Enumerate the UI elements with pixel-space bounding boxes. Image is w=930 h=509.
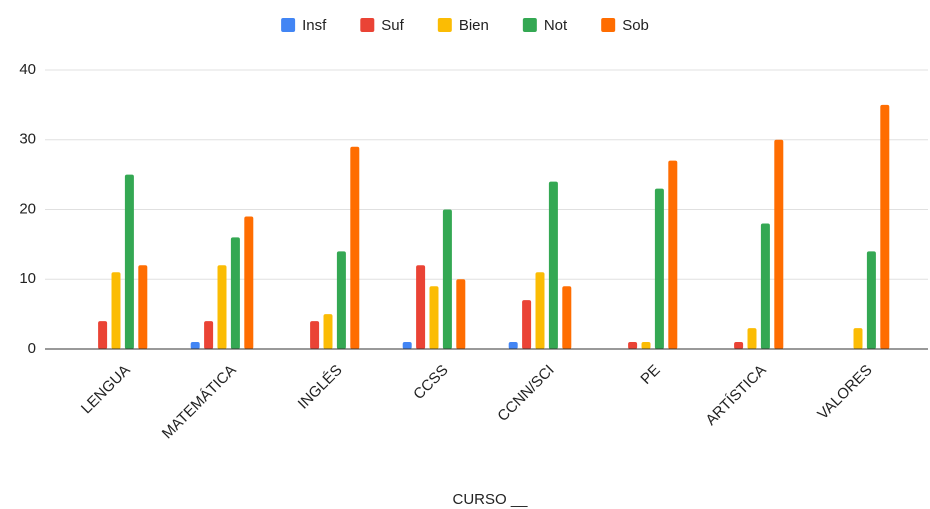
bar bbox=[98, 321, 108, 349]
x-tick-label: VALORES bbox=[814, 362, 875, 423]
bar bbox=[230, 237, 240, 349]
bar bbox=[866, 251, 876, 349]
bar bbox=[562, 286, 572, 349]
bar bbox=[760, 223, 770, 349]
bar bbox=[336, 251, 346, 349]
bar bbox=[548, 181, 558, 349]
legend-swatch bbox=[360, 18, 375, 32]
bar bbox=[456, 279, 466, 349]
bar bbox=[442, 209, 452, 349]
bar bbox=[323, 314, 333, 349]
bar bbox=[350, 146, 360, 349]
legend: Insf Suf Bien Not Sob bbox=[281, 17, 649, 34]
legend-label: Bien bbox=[459, 17, 489, 34]
x-tick-label: INGLÉS bbox=[295, 362, 346, 413]
bar bbox=[111, 272, 121, 349]
y-tick-label: 0 bbox=[28, 340, 36, 357]
x-tick-label: MATEMÁTICA bbox=[159, 362, 240, 443]
bar bbox=[668, 160, 678, 349]
legend-swatch bbox=[601, 18, 616, 32]
bar bbox=[628, 342, 638, 349]
bar bbox=[774, 139, 784, 349]
x-tick-label: ARTÍSTICA bbox=[702, 362, 769, 429]
y-tick-label: 40 bbox=[19, 61, 36, 78]
bar bbox=[244, 216, 254, 349]
y-tick-label: 30 bbox=[19, 131, 36, 148]
bar bbox=[416, 265, 426, 349]
bar bbox=[508, 342, 518, 349]
bar bbox=[641, 342, 651, 349]
bar bbox=[747, 328, 757, 349]
bar bbox=[522, 300, 532, 349]
legend-label: Suf bbox=[381, 17, 404, 34]
y-tick-label: 10 bbox=[19, 270, 36, 287]
bar bbox=[734, 342, 744, 349]
x-axis-title: CURSO __ bbox=[452, 491, 528, 508]
legend-label: Not bbox=[544, 17, 568, 34]
legend-swatch bbox=[281, 18, 296, 32]
y-tick-label: 20 bbox=[19, 200, 36, 217]
bar bbox=[535, 272, 545, 349]
bar bbox=[310, 321, 320, 349]
bar bbox=[654, 188, 664, 349]
x-tick-label: CCNN/SCI bbox=[494, 362, 557, 425]
bar bbox=[853, 328, 863, 349]
bar bbox=[190, 342, 200, 349]
legend-label: Sob bbox=[622, 17, 649, 34]
bar bbox=[217, 265, 227, 349]
bar bbox=[880, 104, 890, 349]
bar bbox=[138, 265, 148, 349]
legend-swatch bbox=[522, 18, 537, 32]
legend-label: Insf bbox=[302, 17, 327, 34]
bar bbox=[204, 321, 214, 349]
x-tick-label: PE bbox=[637, 362, 663, 388]
bar bbox=[402, 342, 412, 349]
bar bbox=[429, 286, 439, 349]
legend-swatch bbox=[437, 18, 452, 32]
x-tick-label: CCSS bbox=[410, 362, 451, 403]
bar bbox=[124, 174, 134, 349]
x-tick-label: LENGUA bbox=[78, 362, 134, 418]
